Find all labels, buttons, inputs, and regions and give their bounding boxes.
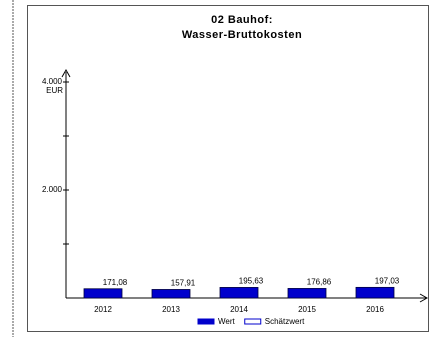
legend-swatch [197, 318, 215, 325]
y-axis-arrow [61, 68, 71, 78]
x-tick-label: 2012 [94, 305, 112, 314]
bar [287, 288, 327, 299]
chart-title: 02 Bauhof: [211, 14, 273, 26]
x-tick-label: 2015 [298, 305, 316, 314]
value-label: 157,91 [171, 279, 196, 288]
value-label: 171,08 [103, 278, 128, 287]
x-tick-label: 2016 [366, 305, 384, 314]
value-label: 176,86 [307, 278, 332, 287]
chart-frame [27, 5, 429, 332]
legend-label: Schätzwert [265, 317, 305, 326]
x-axis-arrow [419, 293, 429, 303]
value-label: 195,63 [239, 277, 264, 286]
x-tick-label: 2014 [230, 305, 248, 314]
bar [83, 288, 123, 299]
x-tick-label: 2013 [162, 305, 180, 314]
legend-label: Wert [218, 317, 236, 326]
y-unit: EUR [46, 86, 63, 95]
value-label: 197,03 [375, 276, 400, 285]
bar [355, 286, 395, 299]
bar [151, 289, 191, 299]
y-tick-label: 2.000 [42, 185, 63, 194]
bar [219, 287, 259, 299]
y-tick-label: 4.000 [42, 77, 63, 86]
chart-title: Wasser-Bruttokosten [182, 29, 302, 41]
legend-swatch [244, 318, 262, 325]
